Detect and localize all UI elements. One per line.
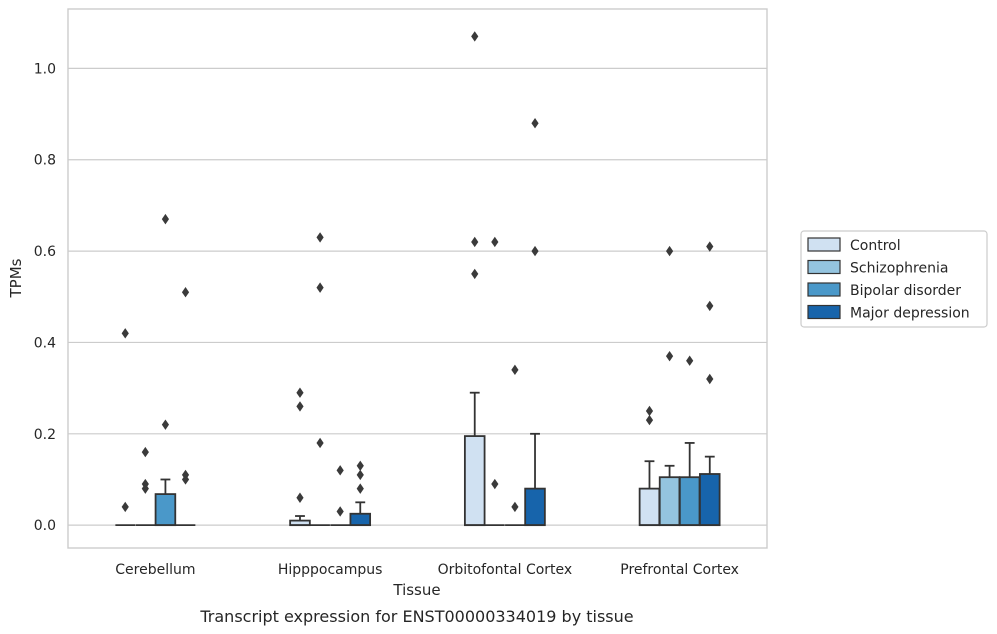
- legend-item: Control: [807, 237, 901, 254]
- legend-label: Bipolar disorder: [850, 283, 961, 299]
- outlier-point: [706, 373, 714, 385]
- outlier-point: [471, 268, 479, 280]
- legend-label: Schizophrenia: [850, 261, 948, 277]
- box-plot: [678, 355, 701, 527]
- box: [678, 476, 701, 527]
- outlier-point: [665, 350, 674, 362]
- outlier-point: [511, 501, 519, 513]
- box: [524, 487, 546, 527]
- y-tick-label: 0.6: [34, 244, 56, 260]
- outlier-point: [706, 241, 714, 252]
- outlier-point: [181, 287, 190, 298]
- y-tick-label: 0.0: [34, 518, 56, 534]
- outlier-point: [491, 478, 499, 490]
- box-plot: [349, 460, 372, 527]
- box: [349, 512, 372, 527]
- outlier-point: [491, 236, 499, 248]
- box-plot: [115, 328, 136, 527]
- x-axis-label: Tissue: [392, 581, 440, 599]
- outlier-point: [316, 437, 324, 449]
- box: [638, 487, 661, 527]
- outlier-point: [471, 31, 479, 42]
- box-plot: [463, 31, 486, 527]
- box-plot: [310, 232, 330, 527]
- x-tick-label: Cerebellum: [115, 562, 195, 578]
- box-plot: [699, 241, 721, 527]
- legend-item: Bipolar disorder: [807, 282, 961, 299]
- y-axis-label: TPMs: [7, 258, 25, 298]
- axis-ticks: 0.0 0.2 0.4 0.6 0.8 1.0 Cerebellum Hipppocampus…: [34, 61, 739, 578]
- box-plot: [175, 287, 196, 527]
- box-plot: [638, 405, 661, 527]
- box-plot: [484, 236, 505, 527]
- plot-border: [67, 8, 768, 549]
- box-plot: [289, 387, 311, 527]
- outlier-point: [316, 232, 324, 243]
- outlier-point: [316, 282, 324, 293]
- outlier-point: [336, 465, 344, 476]
- outlier-point: [531, 117, 539, 129]
- box: [463, 435, 486, 527]
- outlier-point: [665, 245, 674, 257]
- legend-swatch: [807, 237, 841, 252]
- box: [154, 493, 177, 527]
- x-tick-label: Orbitofontal Cortex: [438, 562, 573, 578]
- box: [658, 476, 681, 527]
- box-plot: [154, 213, 177, 527]
- chart-caption: Transcript expression for ENST0000033401…: [199, 607, 633, 626]
- x-tick-label: Prefrontal Cortex: [620, 562, 739, 578]
- outlier-point: [511, 364, 519, 376]
- legend-swatch: [807, 282, 841, 297]
- outlier-point: [121, 328, 129, 339]
- box-plot: [658, 245, 681, 527]
- gridlines: [68, 67, 767, 526]
- outlier-point: [336, 506, 344, 517]
- legend-label: Major depression: [850, 306, 970, 322]
- outlier-point: [645, 405, 654, 417]
- y-tick-label: 0.2: [34, 427, 56, 443]
- outlier-point: [141, 446, 149, 458]
- box-plot: [135, 446, 156, 527]
- box: [699, 473, 721, 527]
- outlier-point: [471, 236, 479, 248]
- legend-label: Control: [850, 238, 901, 254]
- outlier-point: [296, 492, 304, 503]
- x-tick-label: Hipppocampus: [278, 562, 383, 578]
- outlier-point: [356, 483, 364, 494]
- box-plot: [524, 117, 546, 527]
- outlier-point: [181, 474, 190, 485]
- box-plot: [330, 465, 351, 527]
- outlier-point: [706, 300, 714, 312]
- outlier-point: [356, 469, 364, 481]
- outlier-point: [161, 213, 170, 225]
- legend-box: [800, 230, 988, 328]
- outlier-point: [296, 401, 304, 412]
- outlier-point: [356, 460, 364, 471]
- y-tick-label: 0.8: [34, 153, 56, 169]
- y-tick-label: 0.4: [34, 335, 56, 351]
- legend-swatch: [807, 259, 841, 275]
- outlier-point: [161, 419, 170, 430]
- outlier-point: [296, 387, 304, 398]
- legend: Control Schizophrenia Bipolar disorder Majo…: [800, 230, 988, 328]
- outlier-point: [531, 245, 539, 257]
- legend-item: Schizophrenia: [807, 259, 948, 277]
- y-tick-label: 1.0: [34, 61, 56, 77]
- legend-swatch: [807, 304, 841, 320]
- box-plot: [505, 364, 525, 527]
- outlier-point: [645, 414, 654, 426]
- legend-item: Major depression: [807, 304, 970, 322]
- box-plots: [115, 31, 721, 527]
- outlier-point: [686, 355, 694, 366]
- outlier-point: [121, 501, 129, 513]
- outlier-point: [141, 483, 149, 494]
- plot-frame: [67, 8, 768, 549]
